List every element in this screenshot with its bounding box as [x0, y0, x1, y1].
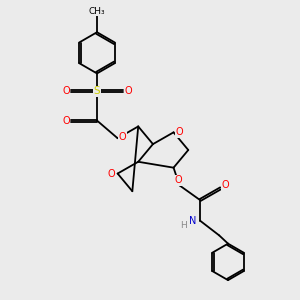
- Text: O: O: [174, 175, 182, 185]
- Text: O: O: [108, 169, 116, 178]
- Text: O: O: [62, 116, 70, 126]
- Text: S: S: [94, 86, 100, 96]
- Text: O: O: [176, 127, 183, 137]
- Text: O: O: [222, 180, 230, 190]
- Text: CH₃: CH₃: [89, 7, 105, 16]
- Text: O: O: [124, 86, 132, 96]
- Text: H: H: [181, 220, 187, 230]
- Text: O: O: [62, 86, 70, 96]
- Text: N: N: [189, 216, 196, 226]
- Text: O: O: [119, 132, 126, 142]
